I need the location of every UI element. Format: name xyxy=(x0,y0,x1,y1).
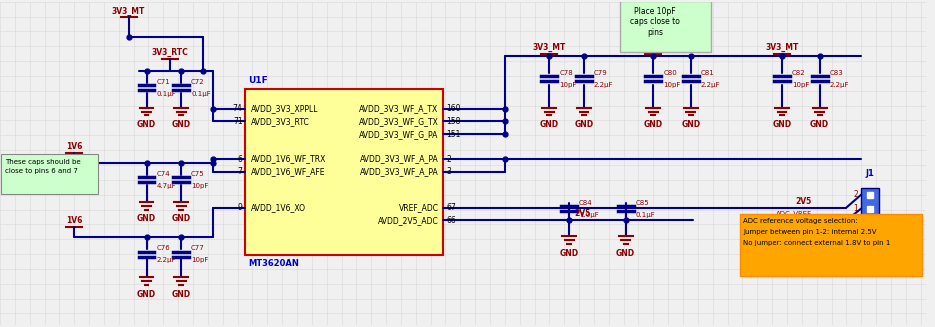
Text: C84: C84 xyxy=(579,199,593,206)
Text: AVDD_3V3_XPPLL: AVDD_3V3_XPPLL xyxy=(251,104,318,113)
Text: 3V3_RTC: 3V3_RTC xyxy=(151,48,189,57)
Text: 10pF: 10pF xyxy=(191,257,209,263)
Text: Place 10pF: Place 10pF xyxy=(635,7,676,16)
Text: C80: C80 xyxy=(663,70,677,76)
Text: AVDD_3V3_WF_A_PA: AVDD_3V3_WF_A_PA xyxy=(360,167,439,176)
Text: GND: GND xyxy=(137,215,156,223)
Text: 71: 71 xyxy=(233,117,242,126)
Text: 0.1µF: 0.1µF xyxy=(156,91,176,97)
Bar xyxy=(861,188,879,215)
Text: 0.1µF: 0.1µF xyxy=(636,212,655,217)
Text: 9: 9 xyxy=(237,203,242,212)
Text: ADC reference voltage selection:: ADC reference voltage selection: xyxy=(743,218,858,224)
Text: GND: GND xyxy=(616,249,635,258)
Text: C81: C81 xyxy=(701,70,714,76)
Text: 2: 2 xyxy=(446,155,452,164)
Text: C79: C79 xyxy=(594,70,608,76)
Text: 3V3_MT: 3V3_MT xyxy=(112,6,145,15)
Text: 2.2µF: 2.2µF xyxy=(701,82,720,88)
Text: 10pF: 10pF xyxy=(663,82,681,88)
Text: 2V5: 2V5 xyxy=(796,197,812,206)
Text: GND: GND xyxy=(772,120,792,129)
Text: 2.2µF: 2.2µF xyxy=(594,82,613,88)
Text: 2.2µF: 2.2µF xyxy=(156,257,176,263)
Text: 1: 1 xyxy=(854,204,858,213)
Text: C78: C78 xyxy=(559,70,573,76)
Text: AVDD_2V5_ADC: AVDD_2V5_ADC xyxy=(378,216,439,225)
Text: 4.7µF: 4.7µF xyxy=(156,183,176,189)
Text: AVDD_1V6_WF_AFE: AVDD_1V6_WF_AFE xyxy=(251,167,325,176)
Text: GND: GND xyxy=(810,120,829,129)
Text: 3V3_MT: 3V3_MT xyxy=(533,43,566,52)
Text: 2.2µF: 2.2µF xyxy=(829,82,849,88)
Text: AVDD_1V6_WF_TRX: AVDD_1V6_WF_TRX xyxy=(251,155,325,164)
Text: AVDD_3V3_WF_G_PA: AVDD_3V3_WF_G_PA xyxy=(359,130,439,139)
FancyBboxPatch shape xyxy=(1,154,98,194)
Text: GND: GND xyxy=(644,120,663,129)
Text: C82: C82 xyxy=(792,70,806,76)
Text: MOLEX-0022284020: MOLEX-0022284020 xyxy=(859,221,923,226)
Text: 10pF: 10pF xyxy=(559,82,577,88)
Text: 3V3_MT: 3V3_MT xyxy=(766,43,798,52)
Text: ADC_VREF: ADC_VREF xyxy=(776,211,812,217)
Text: AVDD_3V3_RTC: AVDD_3V3_RTC xyxy=(251,117,309,126)
Text: 10pF: 10pF xyxy=(792,82,810,88)
Text: 1V6: 1V6 xyxy=(66,142,82,151)
Text: VREF_ADC: VREF_ADC xyxy=(398,203,439,212)
Text: C72: C72 xyxy=(191,79,205,85)
Text: No jumper: connect external 1.8V to pin 1: No jumper: connect external 1.8V to pin … xyxy=(743,240,891,246)
Text: Jumper between pin 1-2: internal 2.5V: Jumper between pin 1-2: internal 2.5V xyxy=(743,229,877,235)
Text: J1: J1 xyxy=(865,169,874,178)
Text: 67: 67 xyxy=(446,203,456,212)
Text: These caps should be: These caps should be xyxy=(5,159,80,165)
FancyBboxPatch shape xyxy=(620,1,711,52)
Text: 1V6: 1V6 xyxy=(66,216,82,225)
Text: C83: C83 xyxy=(829,70,843,76)
Text: C71: C71 xyxy=(156,79,170,85)
Text: GND: GND xyxy=(574,120,594,129)
Text: C77: C77 xyxy=(191,245,205,251)
Text: 2: 2 xyxy=(854,190,858,199)
Text: GND: GND xyxy=(172,215,191,223)
Text: 151: 151 xyxy=(446,130,461,139)
Text: GND: GND xyxy=(137,120,156,129)
Text: AVDD_3V3_WF_G_TX: AVDD_3V3_WF_G_TX xyxy=(359,117,439,126)
Text: 7: 7 xyxy=(237,167,242,176)
Text: GND: GND xyxy=(137,290,156,299)
Text: 160: 160 xyxy=(446,104,461,113)
Text: 3: 3 xyxy=(446,167,452,176)
Text: C74: C74 xyxy=(156,171,170,177)
Text: GND: GND xyxy=(539,120,559,129)
Text: C76: C76 xyxy=(156,245,170,251)
Text: 158: 158 xyxy=(446,117,461,126)
Text: GND: GND xyxy=(682,120,700,129)
Text: 1.0µF: 1.0µF xyxy=(579,212,598,217)
Text: GND: GND xyxy=(172,290,191,299)
Text: 2V5: 2V5 xyxy=(574,209,590,218)
Bar xyxy=(741,215,922,276)
Text: U1F: U1F xyxy=(249,76,268,85)
Text: C85: C85 xyxy=(636,199,649,206)
Text: 3V3_MT: 3V3_MT xyxy=(637,43,670,52)
Text: GND: GND xyxy=(172,120,191,129)
Text: AVDD_3V3_WF_A_TX: AVDD_3V3_WF_A_TX xyxy=(359,104,439,113)
Text: MT3620AN: MT3620AN xyxy=(249,259,299,268)
Text: AVDD_3V3_WF_A_PA: AVDD_3V3_WF_A_PA xyxy=(360,155,439,164)
Text: AVDD_1V6_XO: AVDD_1V6_XO xyxy=(251,203,306,212)
Text: caps close to: caps close to xyxy=(630,17,681,26)
Text: 74: 74 xyxy=(233,104,242,113)
Text: pins: pins xyxy=(647,28,663,37)
Text: 66: 66 xyxy=(446,216,456,225)
Text: close to pins 6 and 7: close to pins 6 and 7 xyxy=(5,168,78,174)
Text: GND: GND xyxy=(560,249,579,258)
Bar xyxy=(246,89,443,255)
Text: 10pF: 10pF xyxy=(191,183,209,189)
Text: 6: 6 xyxy=(237,155,242,164)
Text: C75: C75 xyxy=(191,171,205,177)
Text: 0.1µF: 0.1µF xyxy=(191,91,210,97)
